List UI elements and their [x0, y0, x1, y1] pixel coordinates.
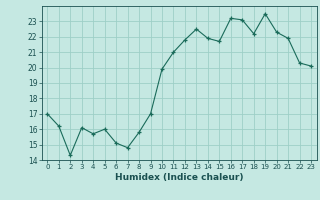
X-axis label: Humidex (Indice chaleur): Humidex (Indice chaleur): [115, 173, 244, 182]
